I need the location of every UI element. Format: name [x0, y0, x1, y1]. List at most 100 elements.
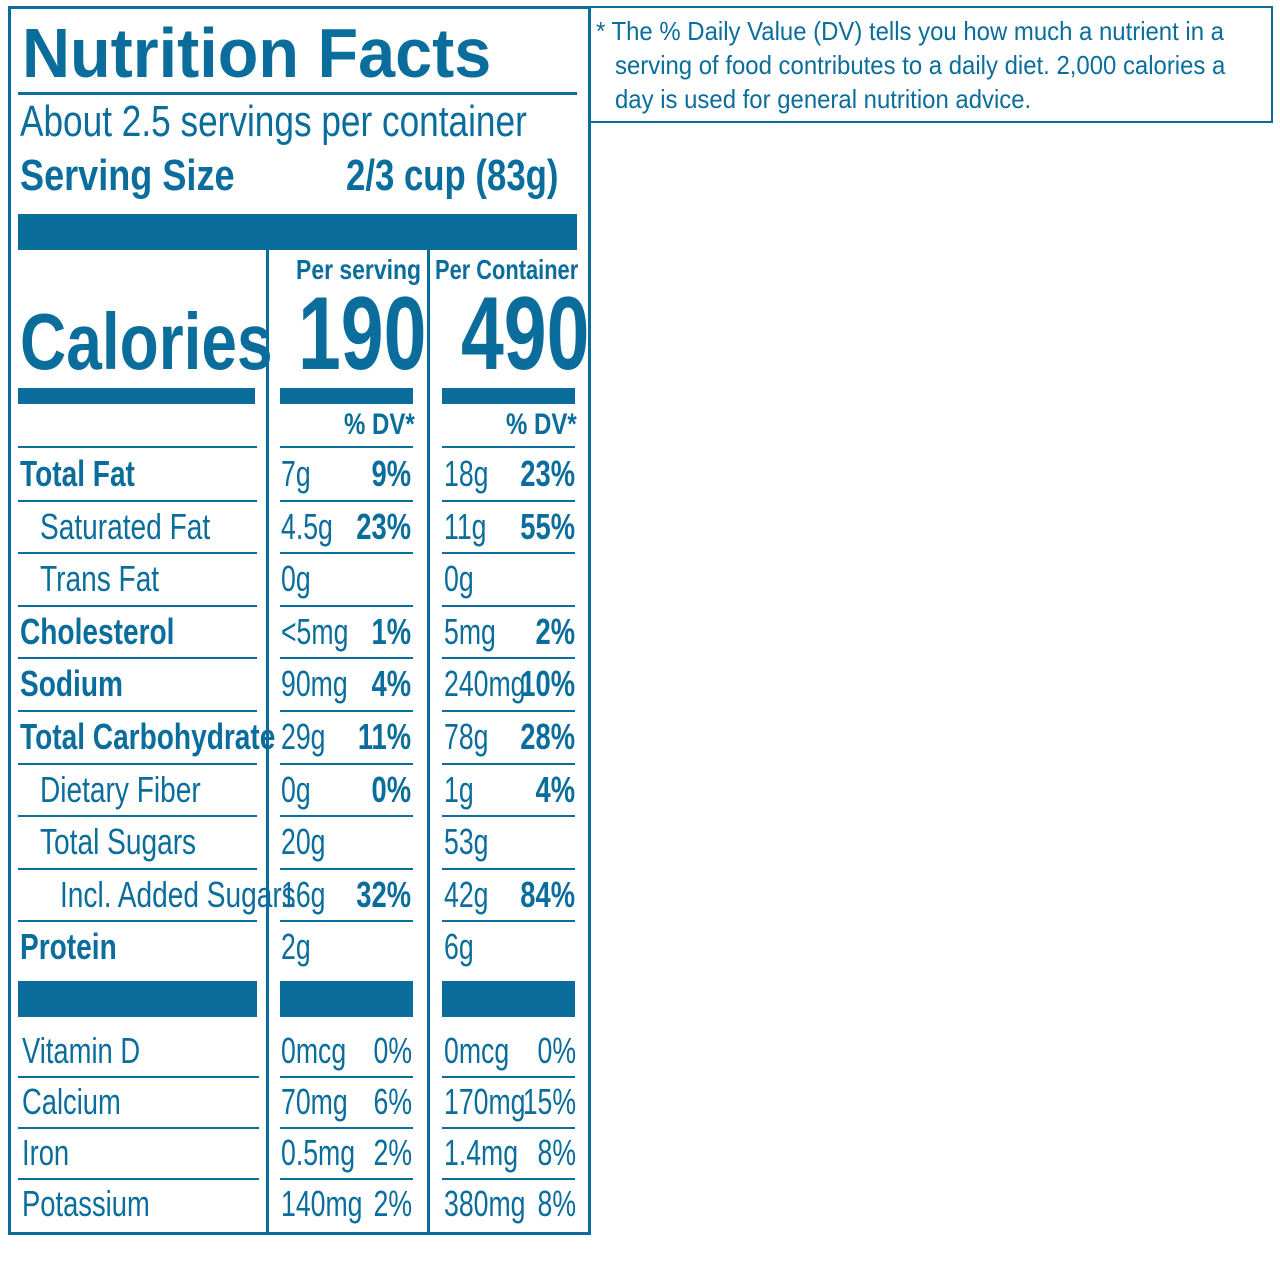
serving-dv: 11% [357, 716, 411, 757]
nutrient-row-rule [280, 657, 413, 659]
vitamin-serving-amount: 140mg [281, 1183, 363, 1224]
serving-amount: 90mg [281, 663, 348, 704]
footnote-line-1: * The % Daily Value (DV) tells you how m… [596, 16, 1224, 46]
container-amount: 5mg [444, 611, 496, 652]
vitamin-name: Iron [22, 1132, 70, 1173]
vitamin-serving-dv: 2% [373, 1132, 412, 1173]
vitamin-row-rule [280, 1076, 413, 1078]
serving-amount: 4.5g [281, 506, 333, 547]
vitamin-serving-amount: 0mcg [281, 1030, 347, 1071]
serving-size-label: Serving Size [20, 151, 235, 200]
container-dv: 28% [520, 716, 575, 757]
serving-dv: 4% [371, 663, 411, 704]
thick-rule-top [18, 214, 577, 250]
serving-amount: <5mg [281, 611, 349, 652]
nutrient-row-rule [280, 815, 413, 817]
dv-header-serving: % DV* [344, 408, 415, 441]
nutrient-row-rule [442, 815, 575, 817]
nutrient-row-rule [442, 763, 575, 765]
calories-label: Calories [20, 297, 273, 386]
nutrient-row-rule [18, 868, 257, 870]
nutrition-label [8, 6, 591, 1235]
nutrient-row-rule [280, 710, 413, 712]
serving-dv: 23% [356, 506, 411, 547]
container-dv: 23% [520, 453, 575, 494]
nutrient-row-rule [442, 710, 575, 712]
nutrient-row-rule [280, 500, 413, 502]
container-dv: 2% [535, 611, 575, 652]
vitamin-row-rule [18, 1076, 259, 1078]
vitamin-container-dv: 15% [522, 1081, 576, 1122]
nutrient-row-rule [280, 763, 413, 765]
vitamin-row-rule [280, 1178, 413, 1180]
vitamin-name: Calcium [22, 1081, 121, 1122]
serving-amount: 16g [281, 874, 326, 915]
footnote-line-3: day is used for general nutrition advice… [615, 84, 1032, 114]
serving-size-value: 2/3 cup (83g) [346, 151, 559, 200]
vitamin-name: Potassium [22, 1183, 150, 1224]
nutrient-name: Total Fat [20, 453, 135, 494]
nutrient-name: Total Carbohydrate [20, 716, 276, 757]
nutrient-row-rule [280, 552, 413, 554]
footnote-box [589, 6, 1273, 123]
footnote-line-2: serving of food contributes to a daily d… [615, 50, 1226, 80]
serving-dv: 9% [371, 453, 411, 494]
vitamin-row-rule [442, 1178, 575, 1180]
serving-amount: 20g [281, 821, 326, 862]
vitamin-name: Vitamin D [22, 1030, 141, 1071]
vitamin-row-rule [18, 1178, 259, 1180]
vitamin-rule-left [18, 981, 257, 1017]
nutrient-name: Total Sugars [40, 821, 197, 862]
vitamin-row-rule [442, 1127, 575, 1129]
vitamin-serving-dv: 6% [373, 1081, 412, 1122]
vitamin-container-amount: 380mg [444, 1183, 526, 1224]
dv-header-container: % DV* [506, 408, 577, 441]
vitamin-container-dv: 0% [537, 1030, 576, 1071]
calories-rule-serving [280, 388, 413, 404]
nutrient-row-rule [442, 605, 575, 607]
vitamin-rule-serving [280, 981, 413, 1017]
nutrient-name: Protein [20, 926, 117, 967]
container-amount: 11g [444, 506, 487, 547]
nutrient-row-rule [442, 500, 575, 502]
serving-dv: 32% [356, 874, 411, 915]
container-amount: 240mg [444, 663, 526, 704]
container-dv: 55% [520, 506, 575, 547]
nutrient-row-rule [18, 920, 257, 922]
serving-amount: 7g [281, 453, 311, 494]
title-rule [18, 92, 577, 95]
nutrient-name: Saturated Fat [40, 506, 211, 547]
vitamin-container-amount: 0mcg [444, 1030, 510, 1071]
calories-per-container: 490 [461, 276, 590, 392]
vitamin-serving-dv: 0% [373, 1030, 412, 1071]
nutrient-row-rule [442, 552, 575, 554]
container-amount: 0g [444, 558, 474, 599]
nutrient-row-rule [442, 920, 575, 922]
vitamin-row-rule [18, 1127, 259, 1129]
container-amount: 42g [444, 874, 489, 915]
nutrient-row-rule [280, 605, 413, 607]
label-title: Nutrition Facts [22, 14, 492, 92]
container-dv: 4% [535, 769, 575, 810]
nutrient-row-rule [442, 657, 575, 659]
nutrient-row-rule [18, 815, 257, 817]
calories-rule-container [442, 388, 575, 404]
nutrient-row-rule [18, 710, 257, 712]
nutrient-name: Cholesterol [20, 611, 175, 652]
container-amount: 78g [444, 716, 489, 757]
calories-per-serving: 190 [298, 276, 427, 392]
column-divider-1 [266, 250, 269, 1232]
nutrient-name: Incl. Added Sugars [60, 874, 296, 915]
servings-per-container: About 2.5 servings per container [20, 97, 527, 146]
container-amount: 53g [444, 821, 489, 862]
nutrient-row-rule [280, 920, 413, 922]
vitamin-container-dv: 8% [537, 1183, 576, 1224]
per-serving-header: Per serving [296, 254, 422, 285]
nutrient-row-rule [18, 763, 257, 765]
nutrient-row-rule [18, 500, 257, 502]
serving-amount: 2g [281, 926, 311, 967]
container-amount: 1g [444, 769, 474, 810]
calories-rule-left [18, 388, 255, 404]
nutrient-name: Sodium [20, 663, 123, 704]
nutrient-row-rule [280, 868, 413, 870]
